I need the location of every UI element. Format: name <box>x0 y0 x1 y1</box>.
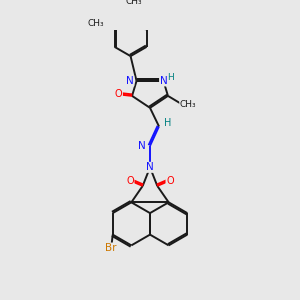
Text: N: N <box>126 76 134 86</box>
Text: CH₃: CH₃ <box>87 19 104 28</box>
Text: CH₃: CH₃ <box>125 0 142 7</box>
Text: Br: Br <box>106 243 117 253</box>
Text: O: O <box>126 176 134 185</box>
Text: O: O <box>115 89 122 99</box>
Text: N: N <box>138 141 146 151</box>
Text: CH₃: CH₃ <box>180 100 196 109</box>
Text: H: H <box>164 118 172 128</box>
Text: H: H <box>167 73 173 82</box>
Text: N: N <box>146 162 154 172</box>
Text: O: O <box>166 176 174 185</box>
Text: N: N <box>160 76 167 86</box>
